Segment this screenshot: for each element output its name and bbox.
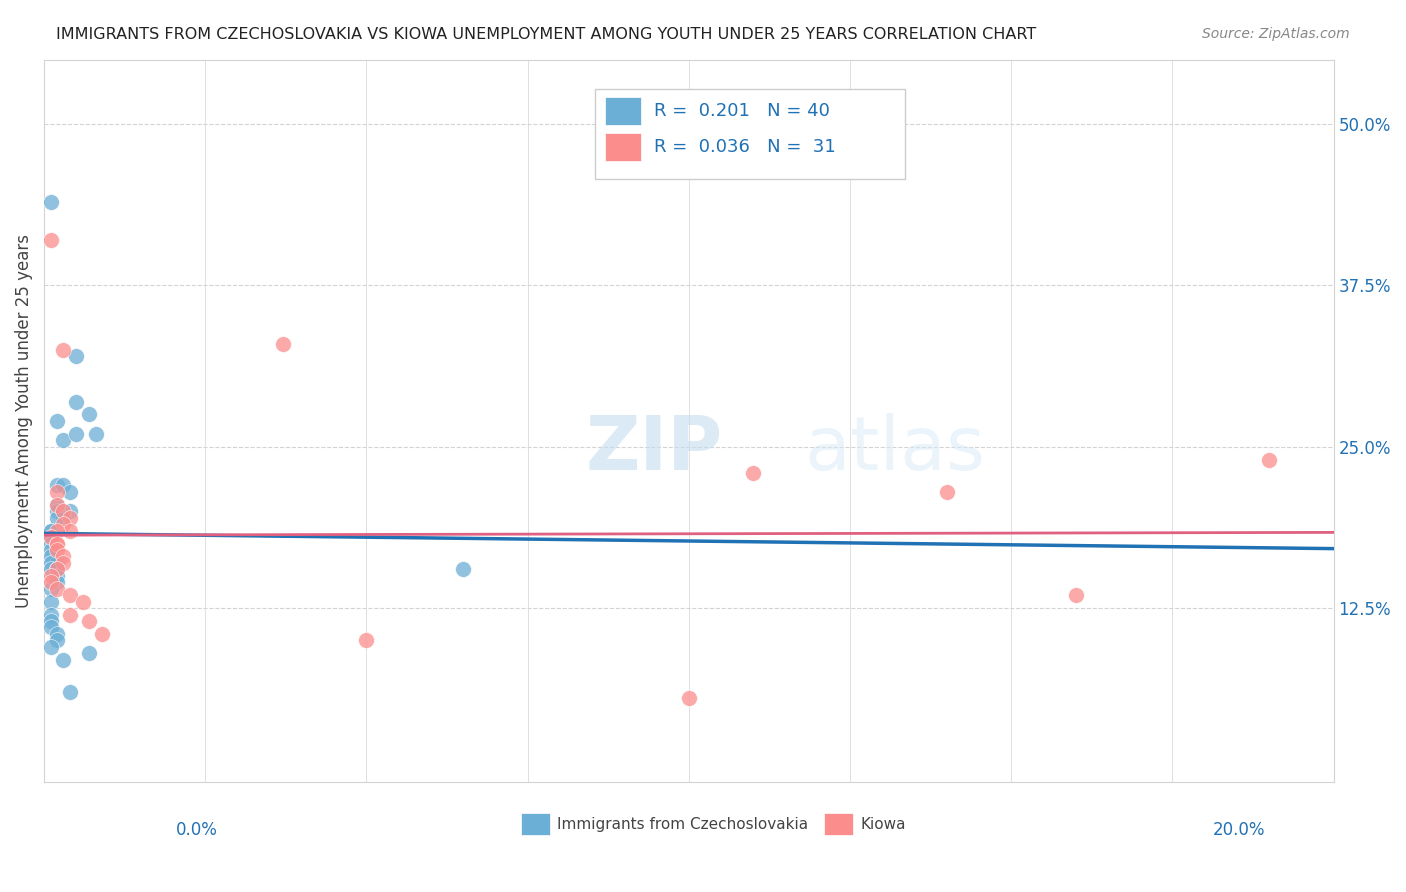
Point	[46, 575, 69, 590]
Point	[46, 536, 69, 550]
Point	[39, 640, 62, 654]
Point	[52, 434, 75, 448]
Point	[39, 562, 62, 576]
Point	[39, 536, 62, 550]
Point	[46, 498, 69, 512]
FancyBboxPatch shape	[605, 97, 641, 125]
Point	[52, 556, 75, 570]
Point	[52, 549, 75, 564]
Point	[72, 594, 94, 608]
Y-axis label: Unemployment Among Youth under 25 years: Unemployment Among Youth under 25 years	[15, 234, 32, 608]
Point	[1258, 452, 1281, 467]
Point	[935, 484, 957, 499]
Point	[59, 524, 82, 538]
Text: IMMIGRANTS FROM CZECHOSLOVAKIA VS KIOWA UNEMPLOYMENT AMONG YOUTH UNDER 25 YEARS : IMMIGRANTS FROM CZECHOSLOVAKIA VS KIOWA …	[56, 27, 1036, 42]
Point	[52, 510, 75, 524]
Point	[65, 394, 87, 409]
Point	[52, 343, 75, 357]
Point	[46, 414, 69, 428]
Point	[52, 478, 75, 492]
Text: Immigrants from Czechoslovakia: Immigrants from Czechoslovakia	[557, 817, 808, 831]
Point	[46, 536, 69, 550]
Point	[77, 646, 100, 660]
Point	[39, 233, 62, 247]
Text: R =  0.036   N =  31: R = 0.036 N = 31	[654, 138, 835, 156]
Point	[65, 350, 87, 364]
Point	[46, 524, 69, 538]
Point	[77, 408, 100, 422]
Point	[52, 504, 75, 518]
Point	[46, 498, 69, 512]
FancyBboxPatch shape	[595, 88, 905, 178]
Point	[742, 466, 765, 480]
Point	[46, 504, 69, 518]
Point	[39, 549, 62, 564]
Point	[39, 530, 62, 544]
Text: Source: ZipAtlas.com: Source: ZipAtlas.com	[1202, 27, 1350, 41]
Point	[46, 569, 69, 583]
Point	[39, 607, 62, 622]
Point	[52, 653, 75, 667]
Point	[39, 594, 62, 608]
Point	[39, 575, 62, 590]
Text: ZIP: ZIP	[586, 413, 723, 486]
FancyBboxPatch shape	[605, 133, 641, 161]
Point	[39, 556, 62, 570]
Point	[1064, 588, 1087, 602]
Point	[46, 582, 69, 596]
Point	[46, 556, 69, 570]
Point	[46, 484, 69, 499]
Point	[39, 543, 62, 558]
Point	[46, 478, 69, 492]
FancyBboxPatch shape	[824, 814, 852, 835]
Point	[65, 426, 87, 441]
Point	[46, 562, 69, 576]
Point	[46, 562, 69, 576]
FancyBboxPatch shape	[522, 814, 550, 835]
Point	[46, 543, 69, 558]
Point	[39, 524, 62, 538]
Point	[77, 614, 100, 628]
Point	[59, 504, 82, 518]
Text: 20.0%: 20.0%	[1213, 821, 1265, 838]
Point	[39, 524, 62, 538]
Point	[451, 562, 474, 576]
Point	[39, 530, 62, 544]
Point	[52, 517, 75, 532]
Text: Kiowa: Kiowa	[860, 817, 905, 831]
Point	[39, 194, 62, 209]
Text: R =  0.201   N = 40: R = 0.201 N = 40	[654, 102, 830, 120]
Point	[678, 691, 700, 706]
Point	[356, 633, 378, 648]
Point	[46, 633, 69, 648]
Point	[59, 484, 82, 499]
Point	[39, 620, 62, 634]
Text: 0.0%: 0.0%	[176, 821, 218, 838]
Point	[271, 336, 294, 351]
Point	[46, 510, 69, 524]
Point	[84, 426, 107, 441]
Point	[46, 627, 69, 641]
Text: atlas: atlas	[804, 413, 986, 486]
Point	[59, 685, 82, 699]
Point	[39, 582, 62, 596]
Point	[91, 627, 114, 641]
Point	[39, 569, 62, 583]
Point	[59, 510, 82, 524]
Point	[59, 607, 82, 622]
Point	[39, 614, 62, 628]
Point	[59, 588, 82, 602]
